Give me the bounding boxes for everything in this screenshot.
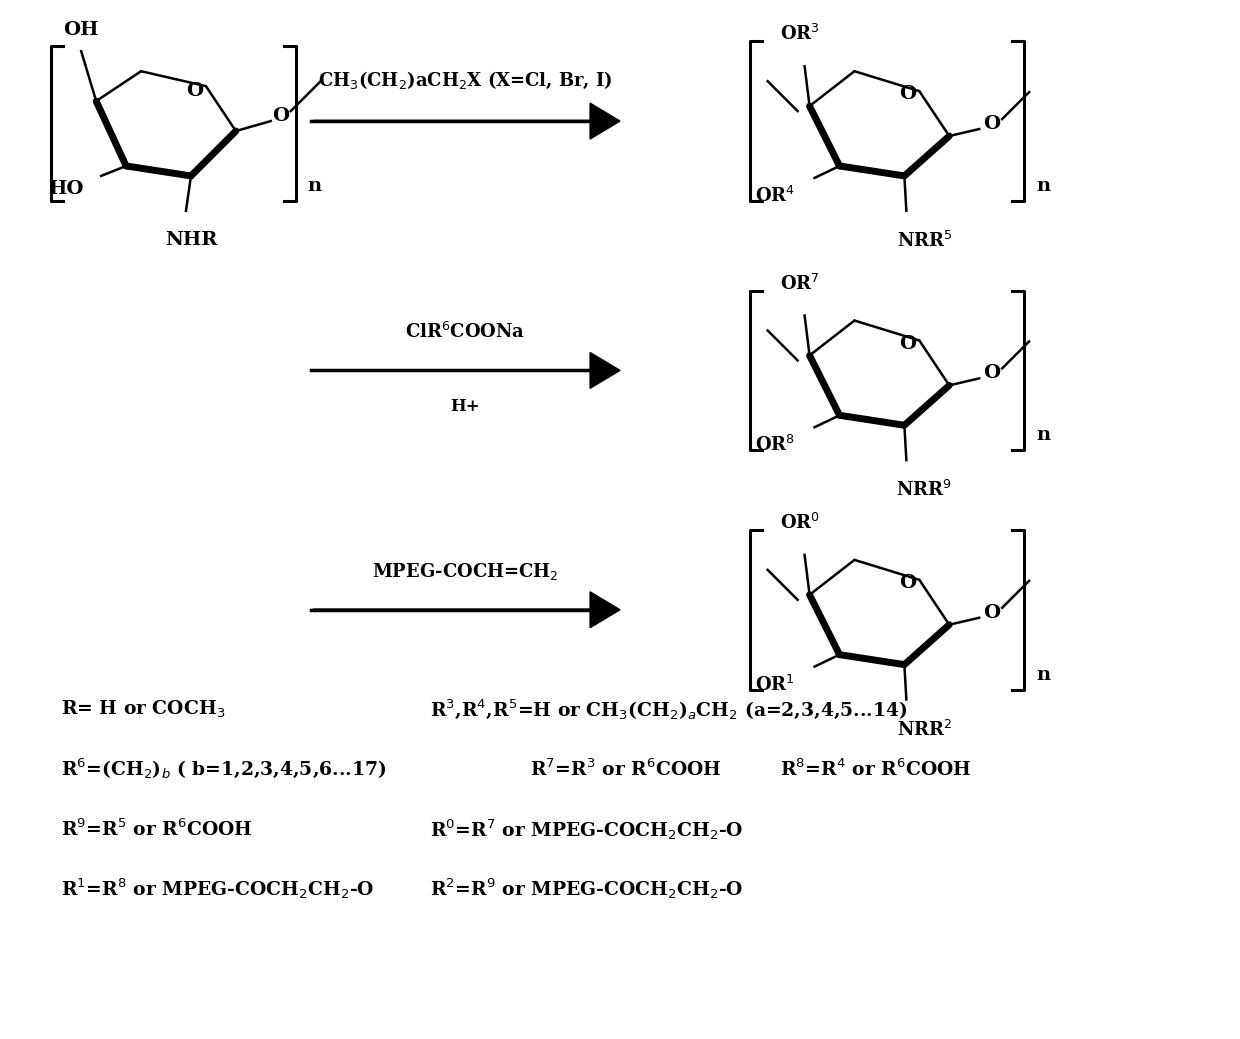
Text: R$^1$=R$^8$ or MPEG-COCH$_2$CH$_2$-O: R$^1$=R$^8$ or MPEG-COCH$_2$CH$_2$-O — [61, 877, 374, 902]
Text: NRR$^5$: NRR$^5$ — [897, 231, 952, 250]
Polygon shape — [590, 103, 620, 139]
Text: n: n — [1037, 177, 1050, 195]
Text: MPEG-COCH=CH$_2$: MPEG-COCH=CH$_2$ — [372, 561, 559, 582]
Text: R$^2$=R$^9$ or MPEG-COCH$_2$CH$_2$-O: R$^2$=R$^9$ or MPEG-COCH$_2$CH$_2$-O — [430, 877, 744, 902]
Text: R$^8$=R$^4$ or R$^6$COOH: R$^8$=R$^4$ or R$^6$COOH — [780, 758, 971, 780]
Text: O: O — [273, 107, 289, 125]
Text: n: n — [1037, 666, 1050, 684]
Text: CH$_3$(CH$_2$)aCH$_2$X (X=Cl, Br, I): CH$_3$(CH$_2$)aCH$_2$X (X=Cl, Br, I) — [317, 70, 613, 91]
Text: R$^0$=R$^7$ or MPEG-COCH$_2$CH$_2$-O: R$^0$=R$^7$ or MPEG-COCH$_2$CH$_2$-O — [430, 817, 744, 842]
Text: NHR: NHR — [165, 231, 217, 248]
Text: NRR$^9$: NRR$^9$ — [897, 480, 952, 500]
Text: n: n — [1037, 426, 1050, 445]
Text: HO: HO — [48, 180, 84, 197]
Text: OR$^0$: OR$^0$ — [780, 513, 820, 533]
Text: O: O — [899, 335, 916, 353]
Text: O: O — [983, 115, 1001, 133]
Text: O: O — [983, 604, 1001, 621]
Text: R= H or COCH$_3$: R= H or COCH$_3$ — [61, 699, 226, 720]
Text: NRR$^2$: NRR$^2$ — [897, 719, 952, 740]
Polygon shape — [590, 352, 620, 389]
Text: H+: H+ — [450, 398, 480, 416]
Text: O: O — [899, 575, 916, 592]
Text: ClR$^6$COONa: ClR$^6$COONa — [405, 322, 526, 343]
Text: OR$^3$: OR$^3$ — [780, 24, 820, 45]
Text: O: O — [899, 85, 916, 104]
Text: R$^3$,R$^4$,R$^5$=H or CH$_3$(CH$_2$)$_a$CH$_2$ (a=2,3,4,5...14): R$^3$,R$^4$,R$^5$=H or CH$_3$(CH$_2$)$_a… — [430, 697, 908, 721]
Text: OR$^7$: OR$^7$ — [780, 273, 820, 294]
Text: O: O — [983, 365, 1001, 382]
Text: OR$^8$: OR$^8$ — [755, 435, 795, 455]
Text: OH: OH — [63, 21, 99, 39]
Text: OR$^4$: OR$^4$ — [755, 186, 795, 206]
Text: R$^9$=R$^5$ or R$^6$COOH: R$^9$=R$^5$ or R$^6$COOH — [61, 819, 253, 840]
Polygon shape — [590, 592, 620, 628]
Text: R$^7$=R$^3$ or R$^6$COOH: R$^7$=R$^3$ or R$^6$COOH — [531, 758, 722, 780]
Text: R$^6$=(CH$_2$)$_b$ ( b=1,2,3,4,5,6...17): R$^6$=(CH$_2$)$_b$ ( b=1,2,3,4,5,6...17) — [61, 757, 387, 781]
Text: n: n — [308, 177, 322, 195]
Text: OR$^1$: OR$^1$ — [755, 674, 795, 695]
Text: O: O — [186, 82, 203, 100]
